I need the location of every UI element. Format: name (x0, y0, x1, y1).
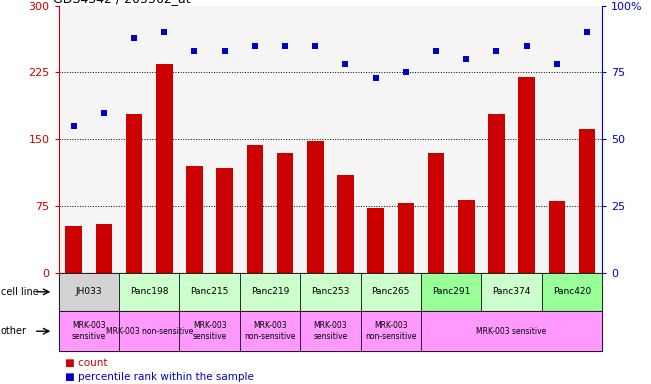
Point (492, 48, 502, 54)
Bar (481, 273, 542, 311)
Bar (59, 311, 119, 351)
Bar (180, 273, 240, 311)
Text: Panc420: Panc420 (553, 287, 591, 296)
Bar (518, 77, 535, 273)
Point (431, 48, 441, 54)
Point (310, 43, 320, 49)
Text: Panc215: Panc215 (190, 287, 229, 296)
Point (99, 109, 109, 116)
Text: other: other (1, 326, 27, 336)
Point (340, 61, 351, 68)
Bar (240, 311, 300, 351)
Point (250, 43, 260, 49)
Text: MRK-003 non-sensitive: MRK-003 non-sensitive (105, 327, 193, 336)
Bar (96, 224, 112, 273)
Point (159, 30, 169, 36)
Bar (216, 168, 233, 273)
Point (68, 123, 79, 129)
Bar (156, 64, 173, 273)
Bar (119, 273, 180, 311)
Bar (300, 273, 361, 311)
Text: Panc198: Panc198 (130, 287, 169, 296)
Bar (247, 146, 263, 273)
Bar (398, 203, 414, 273)
Bar (428, 152, 445, 273)
Point (370, 75, 381, 81)
Bar (367, 208, 384, 273)
Point (582, 30, 592, 36)
Point (400, 70, 411, 76)
Point (521, 43, 532, 49)
Text: Panc374: Panc374 (492, 287, 531, 296)
Bar (579, 129, 596, 273)
Bar (240, 273, 300, 311)
Bar (277, 152, 294, 273)
Text: Panc253: Panc253 (311, 287, 350, 296)
Text: Panc265: Panc265 (372, 287, 410, 296)
Text: MRK-003
sensitive: MRK-003 sensitive (72, 321, 106, 341)
Point (551, 61, 562, 68)
Point (219, 48, 230, 54)
Bar (119, 311, 180, 351)
Text: MRK-003
sensitive: MRK-003 sensitive (193, 321, 227, 341)
Bar (186, 166, 203, 273)
Text: Panc219: Panc219 (251, 287, 289, 296)
Text: ■ count: ■ count (65, 358, 107, 368)
Point (461, 56, 471, 62)
Text: MRK-003
sensitive: MRK-003 sensitive (313, 321, 348, 341)
Text: MRK-003 sensitive: MRK-003 sensitive (477, 327, 547, 336)
Bar (307, 141, 324, 273)
Bar (361, 273, 421, 311)
Bar (126, 114, 143, 273)
Bar (549, 202, 565, 273)
Bar (542, 273, 602, 311)
Text: GDS4342 / 205562_at: GDS4342 / 205562_at (53, 0, 191, 5)
Bar (488, 114, 505, 273)
Bar (65, 227, 82, 273)
Bar (337, 175, 353, 273)
Text: ■ percentile rank within the sample: ■ percentile rank within the sample (65, 372, 254, 382)
Text: JH033: JH033 (76, 287, 102, 296)
Bar (421, 311, 602, 351)
Point (189, 48, 200, 54)
Bar (361, 311, 421, 351)
Bar (458, 200, 475, 273)
Text: cell line: cell line (1, 287, 38, 297)
Point (129, 35, 139, 41)
Text: Panc291: Panc291 (432, 287, 471, 296)
Bar (421, 273, 481, 311)
Text: MRK-003
non-sensitive: MRK-003 non-sensitive (365, 321, 417, 341)
Text: MRK-003
non-sensitive: MRK-003 non-sensitive (244, 321, 296, 341)
Bar (59, 273, 119, 311)
Bar (300, 311, 361, 351)
Point (280, 43, 290, 49)
Bar (180, 311, 240, 351)
